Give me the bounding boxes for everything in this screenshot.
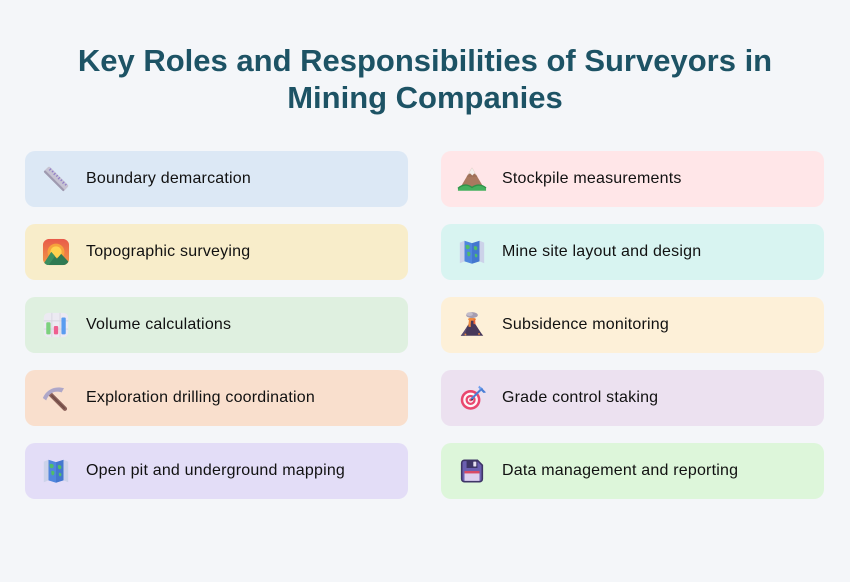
card-label: Stockpile measurements — [502, 170, 682, 187]
card-label: Subsidence monitoring — [502, 316, 669, 333]
card-stockpile-measurements: Stockpile measurements — [441, 151, 824, 207]
card-grade-control-staking: Grade control staking — [441, 370, 824, 426]
card-label: Open pit and underground mapping — [86, 462, 346, 479]
world-map-icon — [41, 456, 71, 486]
snow-capped-mountain-icon — [457, 164, 487, 194]
card-topographic-surveying: Topographic surveying — [25, 224, 408, 280]
card-label: Exploration drilling coordination — [86, 389, 315, 406]
page-title: Key Roles and Responsibilities of Survey… — [25, 42, 825, 116]
pick-icon — [41, 383, 71, 413]
volcano-icon — [457, 310, 487, 340]
card-open-pit-mapping: Open pit and underground mapping — [25, 443, 408, 499]
card-label: Grade control staking — [502, 389, 659, 406]
card-label: Data management and reporting — [502, 462, 739, 479]
sunrise-over-mountains-icon — [41, 237, 71, 267]
card-subsidence-monitoring: Subsidence monitoring — [441, 297, 824, 353]
straight-ruler-icon — [41, 164, 71, 194]
bar-chart-icon — [41, 310, 71, 340]
card-label: Mine site layout and design — [502, 243, 702, 260]
card-mine-site-layout: Mine site layout and design — [441, 224, 824, 280]
card-label: Volume calculations — [86, 316, 232, 333]
world-map-icon — [457, 237, 487, 267]
card-label: Boundary demarcation — [86, 170, 251, 187]
page-title-line1: Key Roles and Responsibilities of Survey… — [77, 43, 773, 78]
direct-hit-icon — [457, 383, 487, 413]
card-volume-calculations: Volume calculations — [25, 297, 408, 353]
card-data-management: Data management and reporting — [441, 443, 824, 499]
card-label: Topographic surveying — [86, 243, 251, 260]
page-title-line2: Mining Companies — [287, 80, 563, 115]
cards-grid: Boundary demarcation Stockpile measureme… — [25, 151, 824, 499]
floppy-disk-icon — [457, 456, 487, 486]
card-exploration-drilling: Exploration drilling coordination — [25, 370, 408, 426]
card-boundary-demarcation: Boundary demarcation — [25, 151, 408, 207]
